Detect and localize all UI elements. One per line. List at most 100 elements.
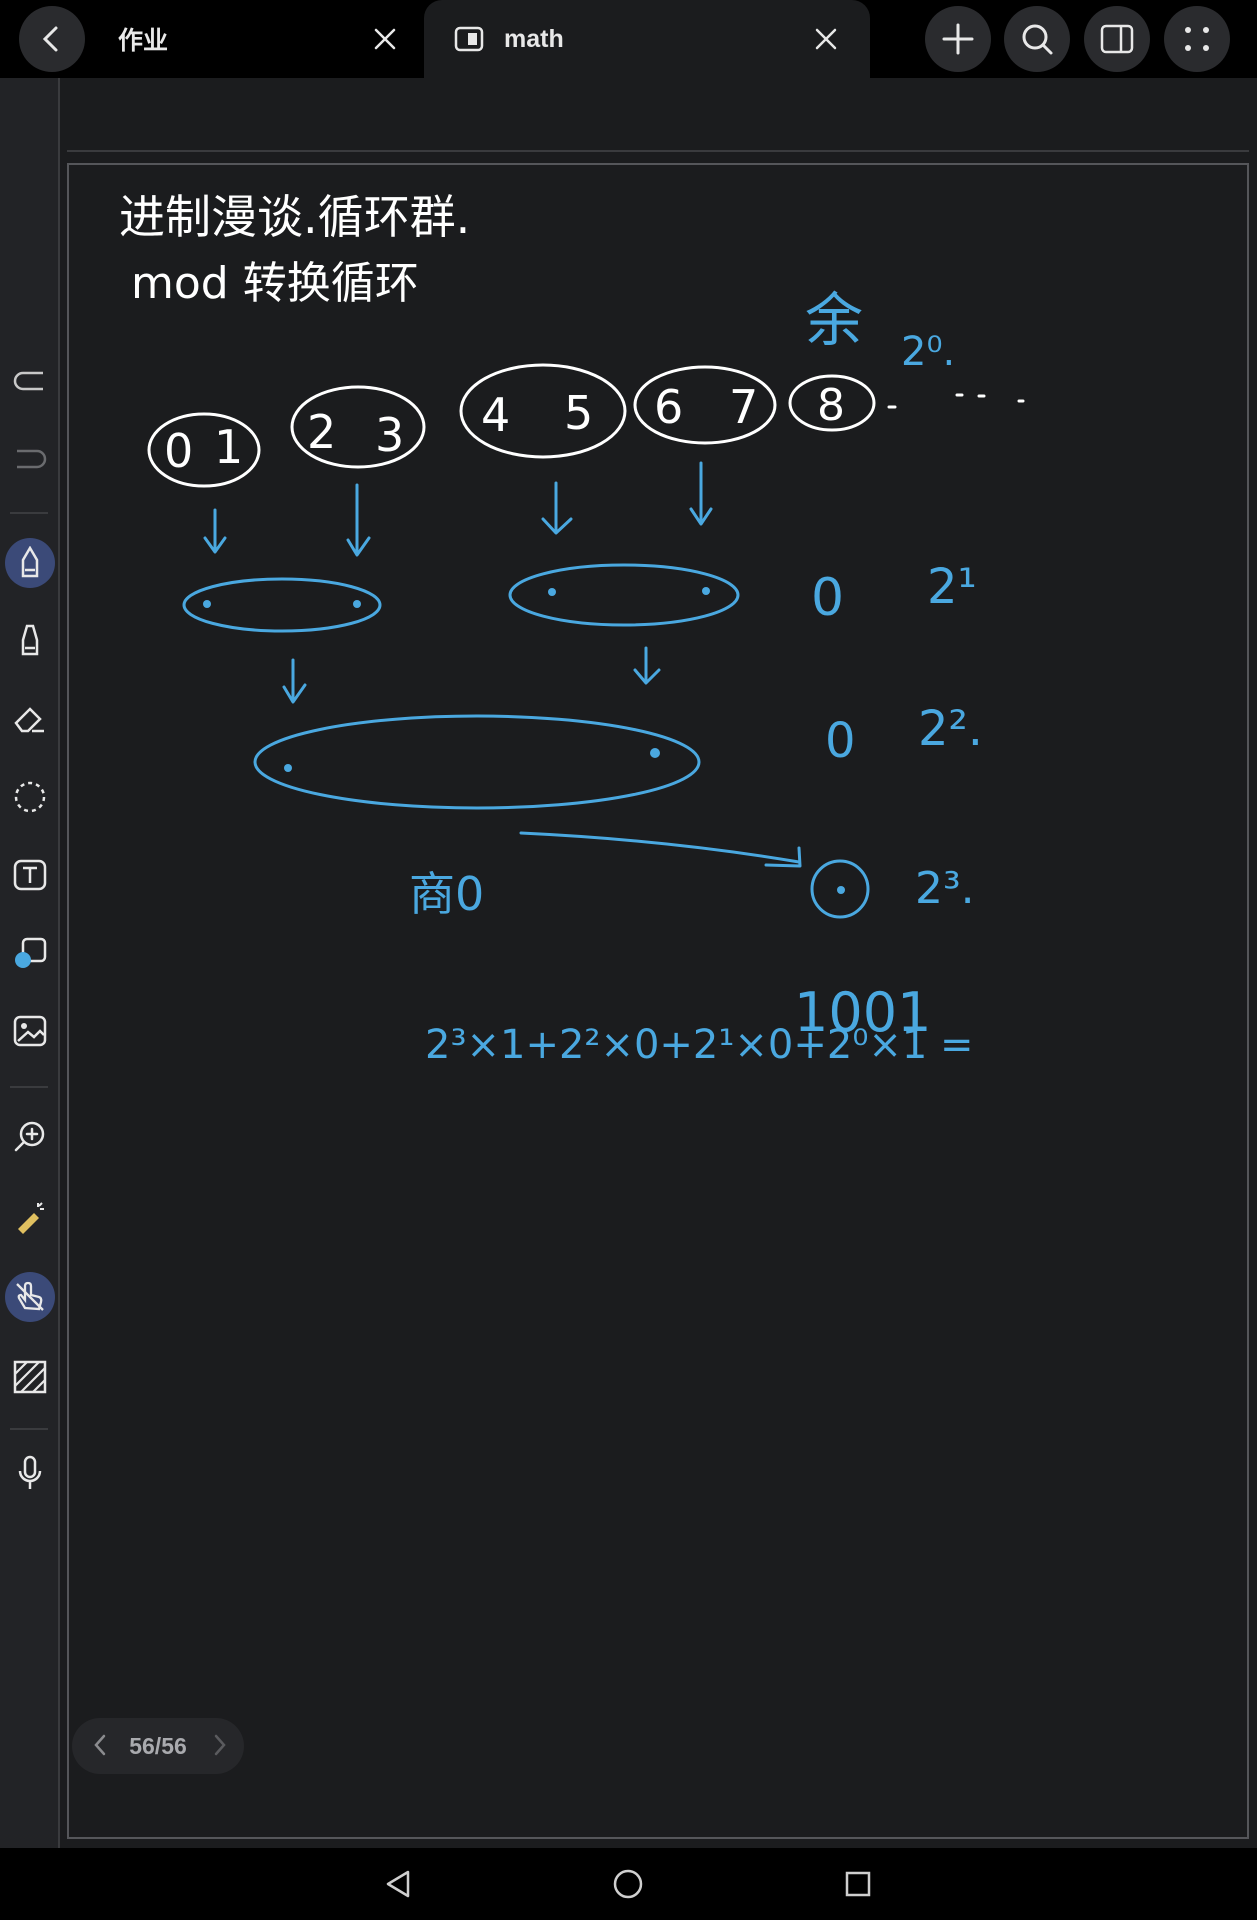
tab-homework[interactable]: 作业: [90, 0, 420, 78]
pattern-icon: [13, 1360, 47, 1394]
pen-tool[interactable]: [5, 538, 55, 588]
add-icon: [942, 23, 974, 55]
microphone-icon: [18, 1455, 42, 1489]
circle-group-8: [788, 374, 876, 432]
divider: [10, 1086, 48, 1088]
dot: [353, 600, 361, 608]
back-button[interactable]: [19, 6, 85, 72]
remainder-2-circle: [810, 859, 870, 919]
digit-3: 3: [375, 408, 404, 462]
text-tool[interactable]: [5, 850, 55, 900]
nav-home-icon[interactable]: [610, 1866, 646, 1902]
arrow: [541, 481, 573, 535]
touch-draw-toggle[interactable]: [5, 1272, 55, 1322]
arrow: [633, 646, 661, 685]
shape-tool[interactable]: [5, 928, 55, 978]
digit-6: 6: [654, 380, 683, 434]
arrow: [203, 508, 227, 554]
touch-draw-icon: [16, 1281, 44, 1311]
power-2: 2².: [918, 701, 983, 757]
remainder-label: 余: [805, 286, 863, 354]
search-icon: [1022, 24, 1053, 55]
notebook-icon: [454, 26, 484, 52]
digit-8: 8: [817, 380, 845, 431]
more-button[interactable]: [1164, 6, 1230, 72]
note-line-1: 进制漫谈.循环群.: [119, 190, 470, 244]
shape-icon: [15, 937, 47, 968]
highlighter-icon: [21, 624, 39, 656]
pair-ellipse-left: [182, 577, 382, 633]
pen-icon: [21, 546, 39, 578]
circle-group-23: [290, 385, 426, 469]
dot: [203, 600, 211, 608]
handwriting-layer: 进制漫谈.循环群. mod 转换循环 0 1 2 3 4 5 6 7 8: [119, 190, 1025, 1068]
circle-group-67: [633, 365, 777, 445]
zoom-tool[interactable]: [5, 1112, 55, 1162]
top-bar: 作业 math: [0, 0, 1257, 78]
trailing-dots: [887, 393, 1025, 409]
digit-4: 4: [481, 388, 510, 442]
quotient-label: 商0: [409, 867, 484, 921]
zoom-icon: [14, 1121, 45, 1152]
quad-ellipse: [253, 714, 701, 810]
dot: [837, 886, 845, 894]
digit-7: 7: [729, 380, 758, 434]
next-page-icon[interactable]: [210, 1730, 230, 1760]
nav-recents-icon[interactable]: [840, 1866, 876, 1902]
remainder-0: 0: [811, 568, 844, 628]
dot: [548, 588, 556, 596]
undo-button[interactable]: [5, 356, 55, 406]
image-tool[interactable]: [5, 1006, 55, 1056]
arrow: [282, 658, 307, 704]
digit-1: 1: [214, 420, 243, 474]
note-line-2: mod 转换循环: [131, 258, 419, 309]
redo-button[interactable]: [5, 434, 55, 484]
search-button[interactable]: [1004, 6, 1070, 72]
laser-pointer-icon: [18, 1202, 44, 1234]
pair-ellipse-right: [508, 563, 740, 627]
current-page: 56: [129, 1732, 155, 1759]
tab-math[interactable]: math: [424, 0, 870, 78]
image-icon: [13, 1015, 47, 1047]
close-icon[interactable]: [811, 24, 841, 54]
arrow: [346, 483, 371, 557]
tab-label: math: [504, 24, 564, 53]
pattern-tool[interactable]: [5, 1352, 55, 1402]
split-view-icon: [1100, 24, 1134, 54]
total-pages: 56: [161, 1732, 187, 1759]
lasso-icon: [14, 781, 46, 813]
redo-icon: [17, 449, 47, 469]
nav-back-icon[interactable]: [380, 1866, 416, 1902]
power-3: 2³.: [915, 863, 975, 914]
result: 1001: [794, 981, 931, 1044]
divider: [10, 512, 48, 514]
tab-label: 作业: [118, 27, 169, 55]
highlighter-tool[interactable]: [5, 616, 55, 666]
formula: 2³×1+2²×0+2¹×0+2⁰×1 =: [425, 1022, 974, 1068]
page-separator: /: [154, 1732, 162, 1759]
digit-5: 5: [564, 386, 593, 440]
digit-0: 0: [164, 424, 193, 478]
back-icon: [42, 26, 58, 52]
note-canvas[interactable]: 进制漫谈.循环群. mod 转换循环 0 1 2 3 4 5 6 7 8: [67, 163, 1249, 1839]
split-view-button[interactable]: [1084, 6, 1150, 72]
laser-pointer-tool[interactable]: [5, 1192, 55, 1242]
dot: [284, 764, 292, 772]
prev-page-icon[interactable]: [90, 1730, 110, 1760]
microphone-button[interactable]: [5, 1448, 55, 1498]
text-box-icon: [13, 859, 47, 891]
dot: [702, 587, 710, 595]
power-0: 2⁰.: [901, 329, 955, 375]
dot: [650, 748, 660, 758]
more-icon: [1185, 27, 1209, 51]
circle-group-01: [147, 412, 261, 488]
eraser-tool[interactable]: [5, 694, 55, 744]
system-nav-bar: [0, 1848, 1257, 1920]
arrow: [689, 461, 713, 526]
power-1: 2¹: [927, 559, 977, 615]
add-tab-button[interactable]: [925, 6, 991, 72]
lasso-tool[interactable]: [5, 772, 55, 822]
digit-2: 2: [307, 405, 336, 459]
close-icon[interactable]: [370, 24, 400, 54]
page-indicator: 56 / 56: [72, 1718, 244, 1774]
